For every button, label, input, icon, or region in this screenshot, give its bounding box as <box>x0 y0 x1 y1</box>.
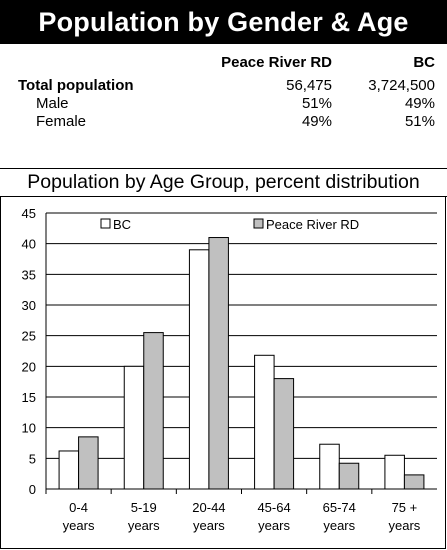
stats-header-row: Peace River RD BC <box>0 54 447 72</box>
row-label: Male <box>36 95 69 112</box>
column-header-peace-river: Peace River RD <box>221 54 332 71</box>
stats-row-female: Female 49% 51% <box>0 113 447 131</box>
row-label: Female <box>36 113 87 130</box>
bc-value: 3,724,500 <box>368 77 435 94</box>
stats-row-total: Total population 56,475 3,724,500 <box>0 77 447 95</box>
peace-river-value: 51% <box>301 95 332 112</box>
row-label: Total population <box>18 77 134 94</box>
stats-row-male: Male 51% 49% <box>0 95 447 113</box>
bc-value: 49% <box>404 95 435 112</box>
peace-river-value: 56,475 <box>286 77 332 94</box>
divider <box>0 196 447 197</box>
page-title: Population by Gender & Age <box>0 0 447 44</box>
divider <box>0 168 447 169</box>
bc-value: 51% <box>404 113 435 130</box>
chart-frame <box>0 197 446 549</box>
chart-title: Population by Age Group, percent distrib… <box>27 171 420 193</box>
peace-river-value: 49% <box>301 113 332 130</box>
column-header-bc: BC <box>413 54 435 71</box>
